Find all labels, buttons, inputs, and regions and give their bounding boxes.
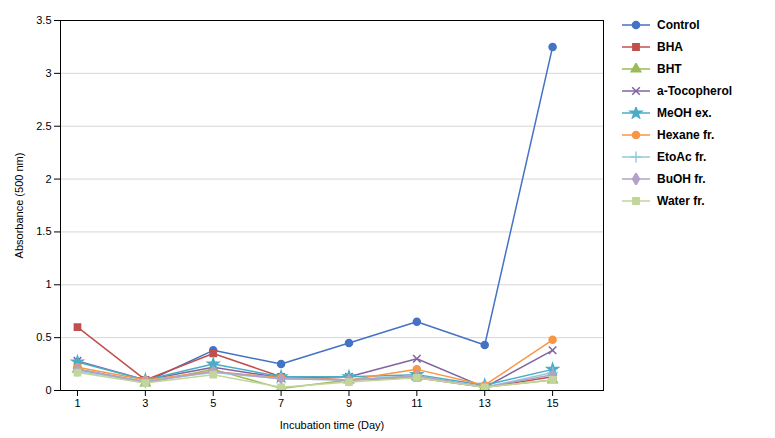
svg-text:0.5: 0.5	[36, 331, 51, 343]
html-text:BHA: BHA	[657, 40, 683, 54]
svg-text:1.5: 1.5	[36, 225, 51, 237]
svg-text:1: 1	[45, 278, 51, 290]
html-text:BHT: BHT	[657, 62, 682, 76]
html-text:Control: Control	[657, 18, 700, 32]
svg-text:9: 9	[346, 397, 352, 409]
svg-text:11: 11	[411, 397, 422, 409]
html-text:Water fr.: Water fr.	[657, 194, 705, 208]
svg-text:15: 15	[546, 397, 558, 409]
svg-text:2.5: 2.5	[36, 120, 51, 132]
html-text:MeOH ex.: MeOH ex.	[657, 106, 712, 120]
html-text:EtoAc fr.: EtoAc fr.	[657, 150, 707, 164]
svg-text:5: 5	[210, 397, 216, 409]
html-text:Hexane fr.: Hexane fr.	[657, 128, 715, 142]
svg-text:1: 1	[74, 397, 80, 409]
svg-text:3: 3	[142, 397, 148, 409]
svg-text:7: 7	[278, 397, 284, 409]
html-text:BuOH fr.: BuOH fr.	[657, 172, 706, 186]
svg-text:0: 0	[45, 384, 51, 396]
svg-text:3: 3	[45, 67, 51, 79]
svg-text:3.5: 3.5	[36, 14, 51, 26]
svg-text:Incubation time (Day): Incubation time (Day)	[280, 419, 385, 431]
svg-text:Absorbance (500 nm): Absorbance (500 nm)	[13, 153, 25, 259]
html-text:a-Tocopherol: a-Tocopherol	[657, 84, 733, 98]
svg-text:2: 2	[45, 173, 51, 185]
svg-text:13: 13	[479, 397, 491, 409]
